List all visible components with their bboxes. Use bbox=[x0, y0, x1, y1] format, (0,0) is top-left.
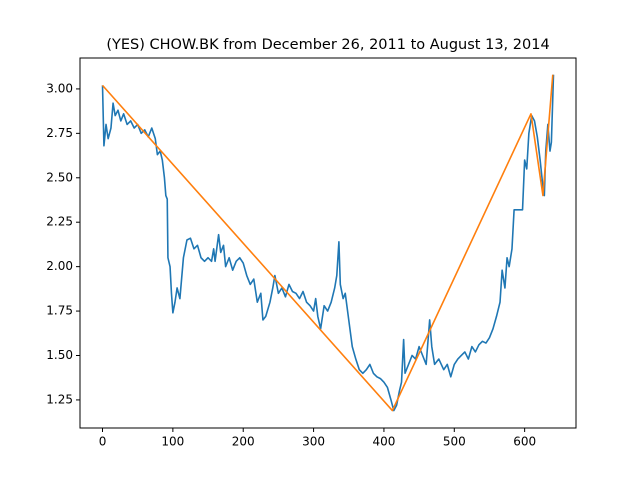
y-tick-label: 1.25 bbox=[46, 392, 73, 406]
x-tick-label: 600 bbox=[513, 435, 536, 449]
y-tick-label: 1.75 bbox=[46, 304, 73, 318]
x-tick-label: 200 bbox=[232, 435, 255, 449]
x-tick-label: 500 bbox=[443, 435, 466, 449]
x-tick-label: 0 bbox=[99, 435, 107, 449]
x-tick-label: 100 bbox=[161, 435, 184, 449]
chart-title: (YES) CHOW.BK from December 26, 2011 to … bbox=[106, 37, 549, 53]
y-tick-label: 2.50 bbox=[46, 170, 73, 184]
y-tick-label: 2.25 bbox=[46, 215, 73, 229]
y-tick-label: 3.00 bbox=[46, 81, 73, 95]
series-line bbox=[101, 74, 555, 412]
y-tick-label: 1.50 bbox=[46, 348, 73, 362]
plot-frame bbox=[79, 57, 577, 429]
y-tick-label: 2.00 bbox=[46, 259, 73, 273]
y-tick-label: 2.75 bbox=[46, 126, 73, 140]
x-tick-label: 300 bbox=[302, 435, 325, 449]
x-tick-label: 400 bbox=[372, 435, 395, 449]
series-line bbox=[101, 74, 554, 412]
